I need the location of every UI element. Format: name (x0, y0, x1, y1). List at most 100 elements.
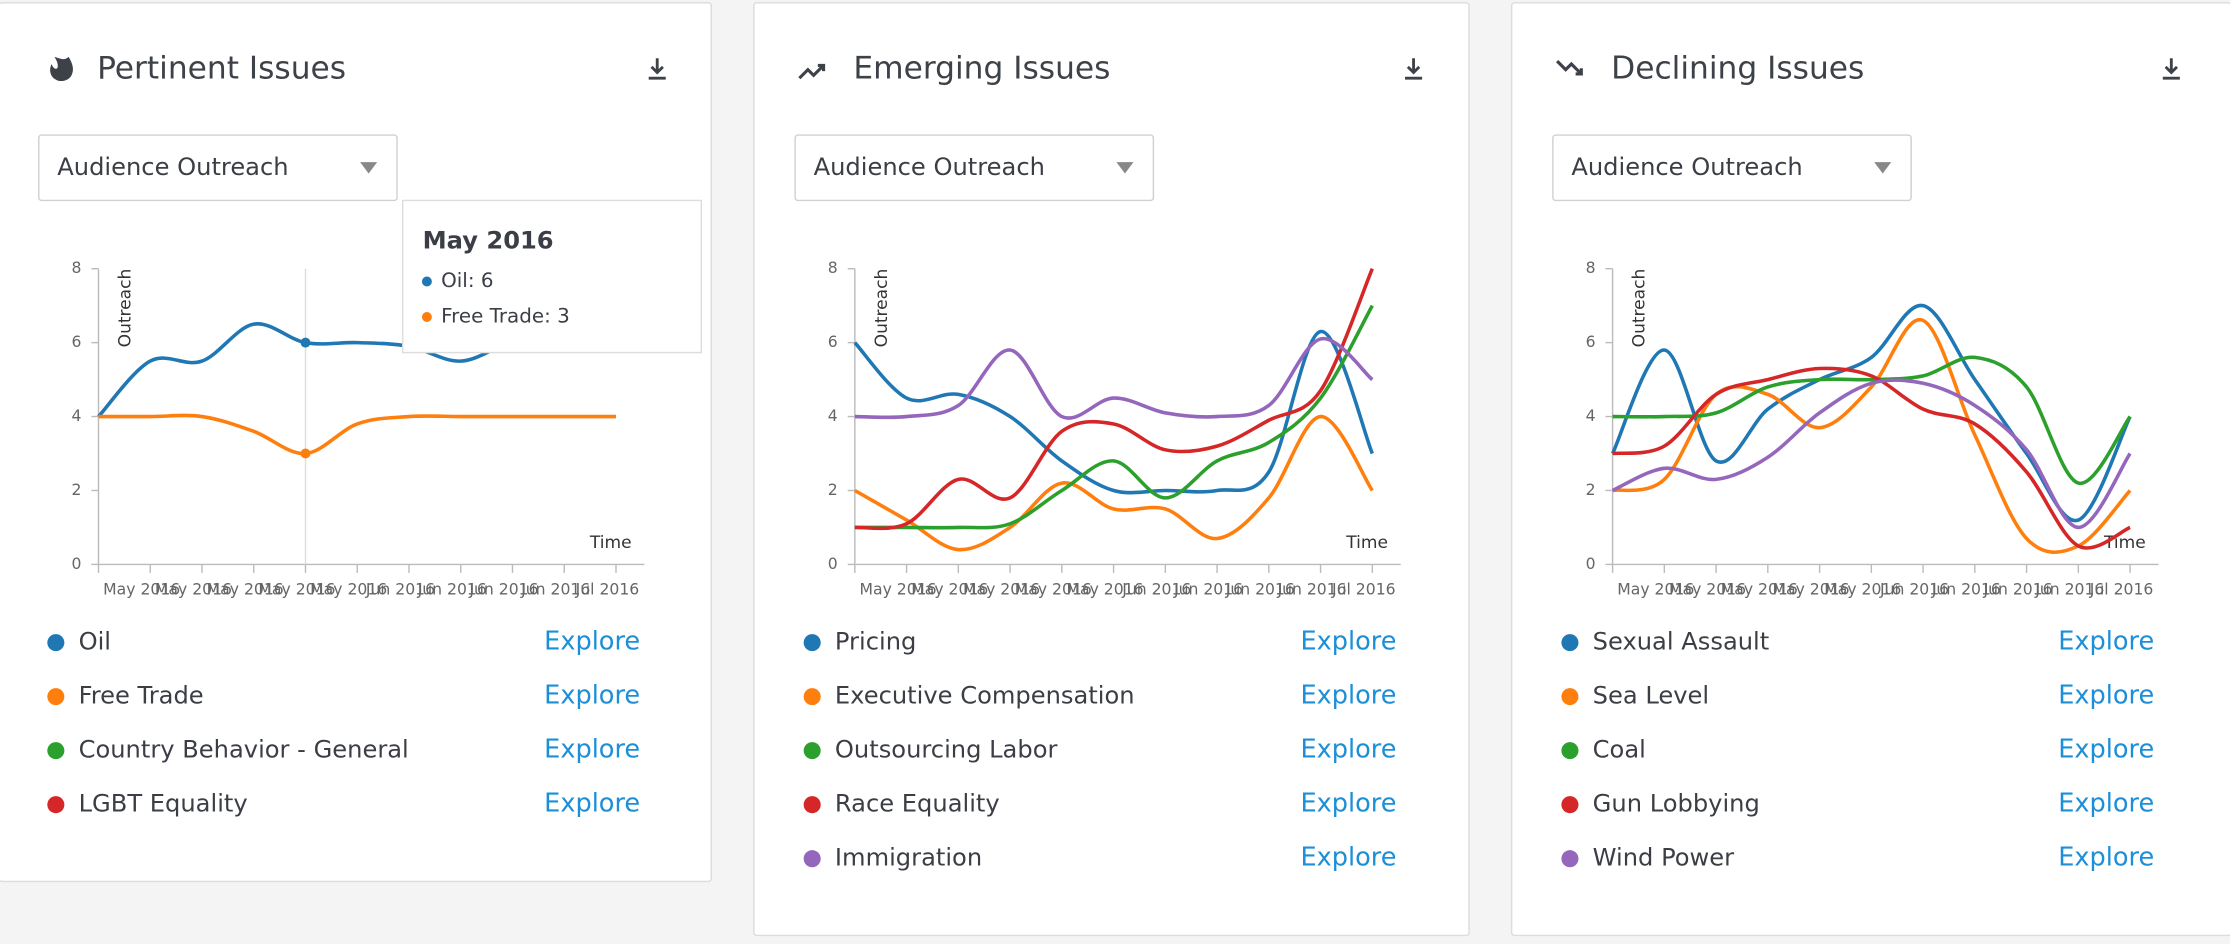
tooltip-title: May 2016 (423, 227, 554, 255)
x-tick-label: Jun 2016 (1276, 580, 1346, 599)
explore-link[interactable]: Explore (2058, 627, 2154, 657)
y-tick-label: 8 (1586, 258, 1596, 277)
y-tick-label: 6 (1586, 332, 1596, 351)
card-icon (1556, 60, 1583, 76)
x-tick-label: May 2016 (258, 580, 335, 599)
series-line (854, 304, 1374, 530)
icon-shape (798, 63, 826, 80)
x-tick-label: Jun 2016 (1982, 580, 2052, 599)
x-tick-label: Jul 2016 (575, 580, 640, 599)
download-button[interactable] (646, 58, 669, 80)
x-tick-label: May 2016 (860, 580, 937, 599)
x-tick-label: May 2016 (1721, 580, 1798, 599)
explore-link[interactable]: Explore (1301, 789, 1397, 819)
x-tick-label: May 2016 (1824, 580, 1901, 599)
explore-link[interactable]: Explore (1301, 843, 1397, 873)
legend-dot (1561, 742, 1579, 760)
y-tick-label: 2 (828, 480, 838, 499)
card: Declining Issues Audience Outreach 0 2 4 6 8 Ma… (1510, 2, 2230, 937)
legend-dot (47, 688, 65, 706)
legend-dot (1561, 796, 1579, 814)
card-title: Pertinent Issues (97, 51, 346, 87)
legend-dot (1561, 688, 1579, 706)
dropdown[interactable]: Audience Outreach (1552, 134, 1912, 202)
legend-dot (47, 742, 65, 760)
y-tick-label: 8 (828, 258, 838, 277)
x-tick-label: May 2016 (310, 580, 387, 599)
legend-label: Coal (1593, 736, 1646, 764)
explore-link[interactable]: Explore (1301, 735, 1397, 765)
dropdown-label: Audience Outreach (814, 153, 1045, 181)
legend-dot (803, 688, 821, 706)
hover-point (300, 337, 311, 348)
x-tick-label: Jun 2016 (2034, 580, 2104, 599)
card-icon (50, 56, 73, 82)
x-tick-label: Jun 2016 (365, 580, 435, 599)
series-line (854, 268, 1374, 531)
explore-link[interactable]: Explore (2058, 681, 2154, 711)
y-tick-label: 2 (71, 480, 81, 499)
download-button[interactable] (2160, 58, 2183, 80)
y-tick-label: 4 (1586, 406, 1596, 425)
explore-link[interactable]: Explore (2058, 843, 2154, 873)
legend-label: Outsourcing Labor (835, 736, 1058, 764)
series-line (1612, 366, 2131, 550)
series-line (854, 337, 1374, 420)
dropdown[interactable]: Audience Outreach (794, 134, 1155, 202)
legend-dot (47, 796, 65, 814)
explore-link[interactable]: Explore (544, 627, 640, 657)
download-button[interactable] (1402, 58, 1425, 80)
dropdown-arrow (1116, 162, 1134, 174)
x-tick-label: Jun 2016 (1879, 580, 1949, 599)
explore-link[interactable]: Explore (544, 789, 640, 819)
x-tick-label: May 2016 (1669, 580, 1746, 599)
download-arrow (1405, 58, 1423, 80)
tooltip-dot (421, 312, 432, 323)
explore-link[interactable]: Explore (1301, 681, 1397, 711)
tooltip-item: Oil: 6 (441, 269, 493, 292)
legend-label: Gun Lobbying (1593, 790, 1760, 818)
card: Pertinent Issues Audience Outreach 0 2 4 6 8 Ma… (0, 2, 712, 883)
y-axis-label: Outreach (1630, 269, 1650, 348)
explore-link[interactable]: Explore (2058, 735, 2154, 765)
explore-link[interactable]: Explore (2058, 789, 2154, 819)
dropdown-box (38, 134, 398, 202)
x-tick-label: Jul 2016 (1331, 580, 1396, 599)
tooltip-item: Free Trade: 3 (441, 305, 570, 328)
dropdown-arrow (1874, 162, 1892, 174)
x-tick-label: May 2016 (1617, 580, 1694, 599)
download-arrow (648, 58, 666, 80)
y-axis-label: Outreach (116, 269, 136, 348)
dropdown[interactable]: Audience Outreach (38, 134, 398, 202)
legend-dot (1561, 634, 1579, 652)
dropdown-label: Audience Outreach (1571, 153, 1802, 181)
dropdown-box (1552, 134, 1912, 202)
legend-dot (803, 742, 821, 760)
legend-label: Country Behavior - General (79, 736, 409, 764)
legend-label: LGBT Equality (79, 790, 248, 818)
legend-dot (47, 634, 65, 652)
x-tick-label: Jun 2016 (520, 580, 590, 599)
legend-label: Pricing (835, 628, 916, 656)
x-tick-label: Jun 2016 (468, 580, 538, 599)
tooltip-box (402, 199, 702, 354)
x-tick-label: May 2016 (1773, 580, 1850, 599)
series-line (1611, 378, 2132, 530)
x-tick-label: May 2016 (103, 580, 180, 599)
series-line (98, 413, 616, 456)
y-tick-label: 0 (828, 554, 838, 573)
explore-link[interactable]: Explore (1301, 627, 1397, 657)
x-tick-label: Jul 2016 (2089, 580, 2154, 599)
explore-link[interactable]: Explore (544, 681, 640, 711)
x-tick-label: Jun 2016 (417, 580, 487, 599)
tooltip-dot (421, 276, 432, 287)
x-tick-label: May 2016 (911, 580, 988, 599)
x-tick-label: May 2016 (1015, 580, 1092, 599)
series-line (1612, 318, 2132, 554)
legend-label: Immigration (835, 844, 982, 872)
x-axis-label: Time (2103, 533, 2146, 553)
legend-dot (803, 634, 821, 652)
explore-link[interactable]: Explore (544, 735, 640, 765)
dropdown-label: Audience Outreach (57, 153, 288, 181)
legend-label: Sea Level (1593, 682, 1709, 710)
